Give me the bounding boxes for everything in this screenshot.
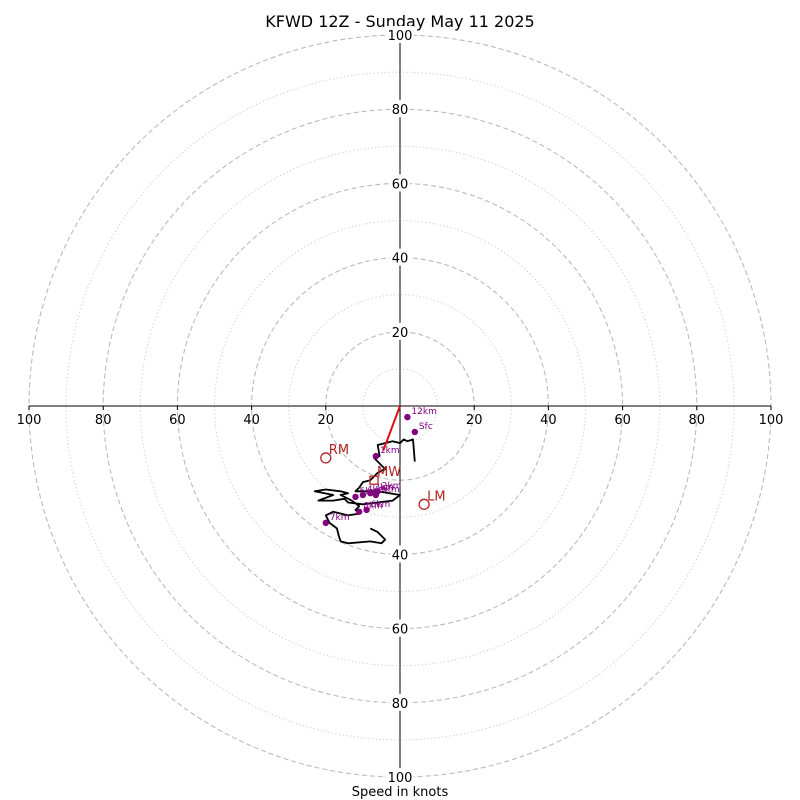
x-tick-label: 80 [95,413,112,428]
tick-labels: 100 80 60 40 20 20 40 60 80 100 100 80 60 40 20 40 60 80 1… [17,26,784,786]
height-marker-label: 4km [367,485,387,495]
x-tick-label: 20 [318,413,335,428]
height-marker-label: 12km [411,407,436,417]
storm-motion-marker [369,475,379,485]
storm-motions: RM LM MW [320,443,446,510]
storm-motion-marker [418,498,430,510]
y-tick-label: 80 [392,103,409,118]
y-tick-bg [390,322,410,340]
storm-motion-label: LM [427,489,445,504]
height-marker [352,493,359,501]
shear-vector-line [382,405,401,451]
y-tick-label: 100 [388,29,413,44]
y-tick-label: 60 [392,623,409,638]
y-tick-bg [386,768,414,785]
height-marker-label: 9km [380,485,400,495]
height-marker-label: 7km [330,513,350,523]
storm-motion-label: MW [377,465,401,480]
y-tick-label: 100 [388,771,413,786]
y-tick-bg [390,545,410,563]
height-marker [322,519,329,527]
y-tick-bg [390,693,410,711]
height-marker [372,491,380,499]
hodograph-trace [313,438,416,545]
x-tick-label: 40 [540,413,557,428]
height-marker-label: 2km [382,481,402,491]
y-tick-label: 60 [392,177,409,192]
height-marker [355,508,363,515]
x-tick-label: 60 [169,413,186,428]
height-marker-label: 3km [374,483,394,493]
x-tick-label: 100 [17,413,42,428]
chart-title: KFWD 12Z - Sunday May 11 2025 [265,12,534,31]
height-marker-label: 1km [380,446,400,456]
height-marker-label: 6km [371,500,391,510]
storm-motion-label: RM [329,443,349,458]
height-marker [404,413,411,421]
height-marker [359,491,367,499]
storm-motion-marker [320,452,332,464]
height-marker [363,506,370,514]
x-tick-label: 40 [243,413,260,428]
y-tick-label: 40 [392,548,409,563]
height-marker [367,489,374,497]
y-tick-label: 40 [392,252,409,267]
x-tick-label: 80 [689,413,706,428]
y-tick-bg [390,619,410,637]
y-tick-bg [390,100,410,118]
x-axis-label: Speed in knots [352,785,449,800]
y-tick-bg [386,26,414,43]
x-tick-label: 60 [614,413,631,428]
height-marker-label: 5km [359,487,379,497]
hodograph-line [313,438,416,545]
height-marker [411,428,419,436]
x-tick-label: 20 [466,413,483,428]
shear-vector [382,405,401,451]
y-tick-bg [390,248,410,266]
height-marker [372,452,380,460]
y-tick-label: 80 [392,697,409,712]
height-marker-label: Sfc [419,422,433,432]
x-tick-label: 100 [759,413,784,428]
height-marker-label: 8km [363,502,383,512]
y-tick-bg [390,174,410,192]
y-tick-label: 20 [392,326,409,341]
